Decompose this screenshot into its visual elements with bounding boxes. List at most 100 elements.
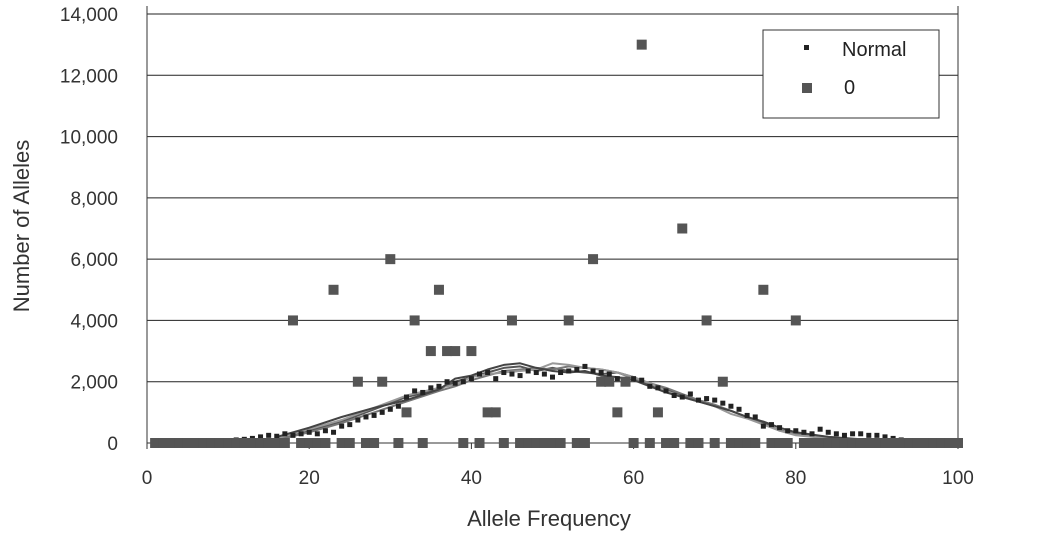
zero-point-73 [742,438,753,448]
normal-point-80 [882,434,888,440]
zero-point-62 [652,407,663,418]
zero-point-29 [385,254,396,265]
zero-point-37 [450,346,461,357]
zero-point-36 [442,346,453,357]
normal-point-36 [525,368,531,374]
zero-point-9 [223,438,234,448]
zero-point-61 [644,438,655,448]
zero-point-63 [661,438,672,448]
zero-point-28 [377,376,388,387]
normal-point-34 [509,371,515,377]
normal-point-38 [541,371,547,377]
zero-point-45 [515,438,526,448]
zero-point-39 [466,346,477,357]
y-tick-label-2: 4,000 [70,311,118,332]
normal-point-60 [720,400,726,406]
zero-point-67 [693,438,704,448]
legend-marker-normal [804,45,809,50]
zero-point-58 [620,376,631,387]
normal-point-37 [533,370,539,376]
zero-point-10 [231,438,242,448]
zero-point-50 [555,438,566,448]
zero-point-1 [158,438,169,448]
zero-point-81 [807,438,818,448]
normal-point-15 [355,417,361,423]
zero-point-27 [369,438,380,448]
normal-point-31 [485,370,491,376]
zero-point-97 [936,438,947,448]
zero-point-43 [498,438,509,448]
zero-point-76 [766,438,777,448]
normal-point-68 [785,428,791,434]
y-axis-title: Number of Alleles [9,140,34,312]
zero-point-6 [198,438,209,448]
x-tick-label-3: 60 [623,468,644,489]
zero-point-40 [474,438,485,448]
zero-point-72 [734,438,745,448]
normal-point-13 [339,423,345,429]
y-tick-label-6: 12,000 [60,66,118,87]
normal-point-51 [647,383,653,389]
zero-point-46 [523,438,534,448]
zero-point-48 [539,438,550,448]
zero-point-23 [336,438,347,448]
smoothed-lines [276,362,894,443]
zero-point-90 [880,438,891,448]
zero-point-13 [255,438,266,448]
x-tick-labels: 0 20 40 60 80 100 [142,468,974,489]
normal-point-70 [801,429,807,435]
normal-point-52 [655,385,661,391]
normal-point-24 [428,385,434,391]
normal-point-65 [760,423,766,429]
y-tick-label-5: 10,000 [60,128,118,149]
normal-point-10 [314,431,320,437]
zero-point-64 [669,438,680,448]
zero-point-78 [782,438,793,448]
zero-point-21 [320,438,331,448]
zero-point-92 [896,438,907,448]
zero-point-19 [304,438,315,448]
trend-line-2 [276,362,894,443]
normal-point-73 [825,429,831,435]
legend-box [762,29,940,119]
normal-point-43 [582,363,588,369]
normal-point-32 [493,376,499,382]
zero-point-12 [247,438,258,448]
normal-point-62 [736,406,742,412]
normal-point-40 [558,370,564,376]
normal-point-8 [298,431,304,437]
zero-point-16 [279,438,290,448]
normal-point-17 [371,412,377,418]
normal-point-66 [768,422,774,428]
normal-point-67 [777,425,783,431]
zero-point-77 [774,438,785,448]
zero-point-24 [344,438,355,448]
normal-point-39 [550,374,555,380]
normal-point-6 [282,431,288,437]
normal-point-35 [517,373,523,379]
x-axis-title: Allele Frequency [467,506,631,531]
zero-point-75 [758,284,769,295]
zero-point-71 [725,438,736,448]
x-tick-label-5: 100 [942,468,974,489]
normal-point-55 [679,394,685,400]
legend-marker-zero [802,83,812,93]
normal-point-74 [833,431,839,437]
trend-line-0 [276,365,894,443]
zero-point-17 [287,315,298,326]
zero-point-69 [709,438,720,448]
normal-point-69 [793,428,799,434]
normal-point-28 [460,379,466,385]
zero-point-14 [263,438,274,448]
normal-point-18 [379,409,385,415]
zero-point-54 [588,254,599,265]
zero-point-11 [239,438,250,448]
zero-point-8 [214,438,225,448]
normal-point-61 [728,403,734,409]
zero-point-80 [798,438,809,448]
normal-point-4 [266,432,272,438]
zero-point-83 [823,438,834,448]
zero-point-95 [920,438,931,448]
normal-point-53 [663,388,669,394]
zero-point-44 [506,315,517,326]
